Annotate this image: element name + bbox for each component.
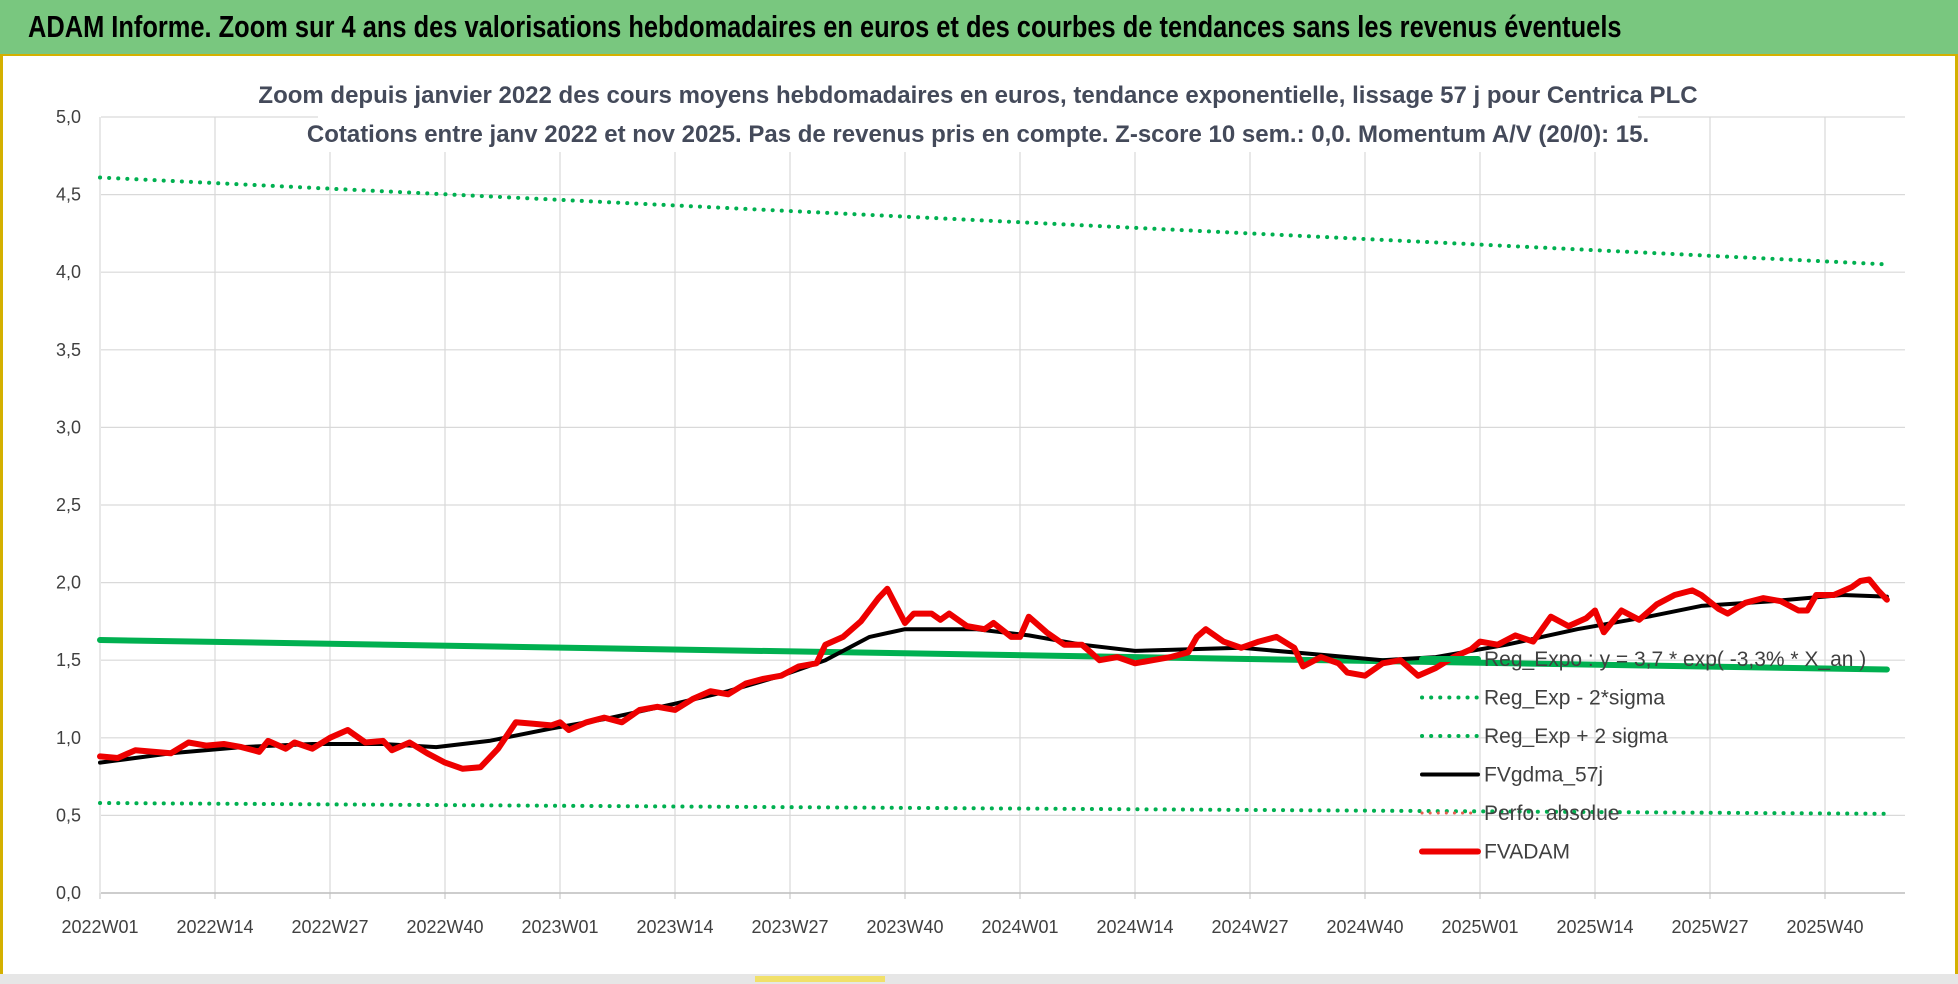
x-tick-label: 2022W27 [291,917,368,937]
x-tick-label: 2025W40 [1786,917,1863,937]
bottom-marker [755,976,885,982]
y-tick-label: 0,5 [56,805,81,825]
legend-label-perfo-absolue: Perfo. absolue [1484,802,1619,825]
y-tick-label: 2,5 [56,495,81,515]
legend: Reg_Expo : y = 3,7 * exp( -3,3% * X_an )… [1419,648,1866,864]
chart-title-block: Zoom depuis janvier 2022 des cours moyen… [258,72,1698,152]
y-tick-label: 1,0 [56,728,81,748]
x-tick-label: 2024W01 [981,917,1058,937]
fvgdma-57j-line [98,593,1889,765]
x-tick-label: 2023W27 [751,917,828,937]
y-tick-label: 0,0 [56,883,81,903]
legend-label-reg-exp-plus-2sigma: Reg_Exp + 2 sigma [1484,725,1668,748]
x-tick-label: 2023W40 [866,917,943,937]
x-tick-label: 2022W01 [61,917,138,937]
y-tick-label: 4,0 [56,262,81,282]
series-lines [97,175,1890,816]
reg-exp-minus-2sigma-line [98,801,1889,816]
x-tick-label: 2023W14 [636,917,713,937]
x-tick-label: 2024W27 [1211,917,1288,937]
chart-title-line2: Cotations entre janv 2022 et nov 2025. P… [307,121,1649,148]
header-banner: ADAM Informe. Zoom sur 4 ans des valoris… [0,0,1958,56]
x-tick-label: 2022W14 [176,917,253,937]
page-title: ADAM Informe. Zoom sur 4 ans des valoris… [28,9,1622,44]
x-tick-label: 2022W40 [406,917,483,937]
legend-label-fvadam: FVADAM [1484,841,1570,864]
x-tick-label: 2024W40 [1326,917,1403,937]
legend-label-reg-exp-minus-2sigma: Reg_Exp - 2*sigma [1484,687,1665,710]
y-tick-label: 2,0 [56,573,81,593]
x-tick-label: 2024W14 [1096,917,1173,937]
y-tick-label: 3,0 [56,417,81,437]
x-tick-label: 2023W01 [521,917,598,937]
x-tick-label: 2025W01 [1441,917,1518,937]
grid [99,116,1905,899]
reg-exp-plus-2sigma-line [98,175,1889,267]
x-tick-label: 2025W14 [1556,917,1633,937]
title-background [318,72,1638,152]
legend-label-fvgdma-57j: FVgdma_57j [1484,764,1603,787]
y-axis-ticks: 0,0 0,5 1,0 1,5 2,0 2,5 3,0 3,5 4,0 4,5 5,0 [56,107,81,903]
y-tick-label: 1,5 [56,650,81,670]
x-tick-label: 2025W27 [1671,917,1748,937]
y-tick-label: 3,5 [56,340,81,360]
bottom-scrollbar[interactable] [0,974,1958,984]
x-axis-ticks: 2022W01 2022W14 2022W27 2022W40 2023W01 2023W… [61,917,1863,937]
fvadam-line [97,576,1890,772]
y-tick-label: 5,0 [56,107,81,127]
legend-label-reg-expo: Reg_Expo : y = 3,7 * exp( -3,3% * X_an ) [1484,648,1866,671]
chart-frame [0,56,1958,984]
chart-title-line1: Zoom depuis janvier 2022 des cours moyen… [258,82,1697,109]
y-tick-label: 4,5 [56,185,81,205]
reg-expo-line [97,637,1890,673]
